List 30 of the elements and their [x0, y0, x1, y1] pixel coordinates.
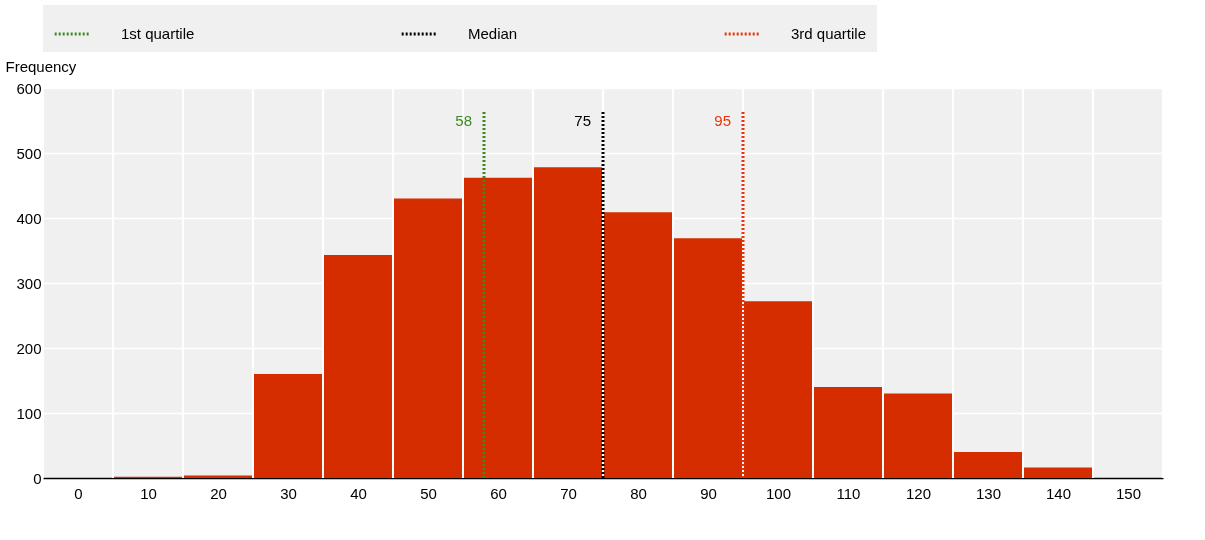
- x-tick-label: 40: [350, 484, 367, 502]
- annotation: 75: [574, 111, 591, 129]
- x-tick-label: 70: [560, 484, 577, 502]
- annotation: 58: [455, 111, 472, 129]
- y-tick-label: 400: [16, 209, 42, 227]
- x-tick-label: 130: [975, 484, 1002, 502]
- legend-label: Median: [468, 25, 518, 42]
- x-tick-label: 20: [210, 484, 227, 502]
- x-tick-label: 140: [1045, 484, 1072, 502]
- x-tick-label: 120: [905, 484, 932, 502]
- y-tick-label: 100: [16, 404, 42, 422]
- x-tick-label: 60: [490, 484, 507, 502]
- x-tick-label: 10: [140, 484, 157, 502]
- x-tick-label: 0: [74, 484, 83, 502]
- legend-label: 3rd quartile: [791, 25, 867, 42]
- y-tick-label: 0: [33, 469, 42, 487]
- annotation: 95: [714, 111, 731, 129]
- x-tick-label: 80: [630, 484, 647, 502]
- x-tick-label: 30: [280, 484, 297, 502]
- x-tick-label: 90: [700, 484, 717, 502]
- x-tick-label: 100: [765, 484, 792, 502]
- y-tick-label: 300: [16, 274, 42, 292]
- x-tick-label: 150: [1115, 484, 1142, 502]
- legend-label: 1st quartile: [121, 25, 195, 42]
- x-tick-label: 50: [420, 484, 437, 502]
- y-tick-label: 200: [16, 339, 42, 357]
- y-tick-label: 500: [16, 144, 42, 162]
- y-tick-label: 600: [16, 79, 42, 97]
- x-tick-label: 110: [836, 484, 861, 502]
- y-axis-title: Frequency: [5, 57, 77, 75]
